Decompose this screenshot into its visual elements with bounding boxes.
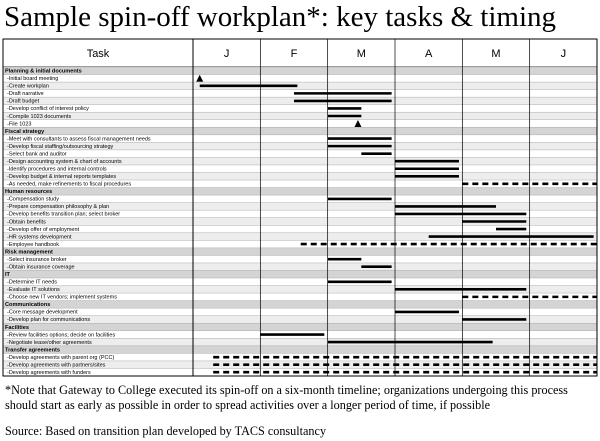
month-header: J bbox=[224, 48, 230, 60]
task-row bbox=[3, 232, 597, 241]
task-label: -Design accounting system & chart of acc… bbox=[7, 159, 122, 165]
month-header: M bbox=[491, 48, 500, 60]
section-label: Planning & initial documents bbox=[5, 69, 82, 75]
task-row bbox=[3, 202, 597, 211]
task-row bbox=[3, 217, 597, 226]
section-label: IT bbox=[5, 272, 11, 278]
task-label: -Compile 1023 documents bbox=[7, 114, 71, 120]
task-row bbox=[3, 172, 597, 181]
task-label: -As needed, make refinements to fiscal p… bbox=[7, 182, 131, 188]
task-label: -Develop offer of employment bbox=[7, 227, 80, 233]
task-label: -Draft narrative bbox=[7, 91, 44, 97]
task-label: -Draft budget bbox=[7, 99, 40, 105]
task-row bbox=[3, 112, 597, 120]
source-note: Source: Based on transition plan develop… bbox=[5, 424, 327, 438]
task-label: -Initial board meeting bbox=[7, 76, 58, 82]
month-header: M bbox=[357, 48, 366, 60]
section-label: Transfer agreements bbox=[5, 347, 60, 353]
task-label: -Negotiate lease/other agreements bbox=[7, 340, 92, 346]
task-label: -Create workplan bbox=[7, 84, 49, 90]
task-row bbox=[3, 308, 597, 316]
task-row bbox=[3, 285, 597, 294]
task-label: -Choose new IT vendors; implement system… bbox=[7, 295, 117, 301]
task-label: -Develop agreements with parent org (PCC… bbox=[7, 355, 114, 361]
task-row bbox=[3, 82, 597, 90]
chart-frame bbox=[2, 38, 598, 377]
task-label: -Core message development bbox=[7, 310, 78, 316]
task-row bbox=[3, 360, 597, 369]
task-row bbox=[3, 368, 597, 376]
task-label: -Develop fiscal staffing/outsourcing str… bbox=[7, 144, 114, 150]
task-row bbox=[3, 119, 597, 128]
task-label: -Develop benefits transition plan; selec… bbox=[7, 212, 120, 218]
task-label: -Develop agreements with partners/sites bbox=[7, 362, 106, 368]
task-row bbox=[3, 180, 597, 188]
task-row bbox=[3, 262, 597, 271]
task-label: -Review facilities options; decide on fa… bbox=[7, 332, 115, 338]
month-header: A bbox=[425, 48, 433, 60]
task-row bbox=[3, 293, 597, 301]
milestone-marker bbox=[196, 74, 204, 82]
task-label: -Select insurance broker bbox=[7, 257, 67, 263]
task-label: -Identify procedures and internal contro… bbox=[7, 167, 107, 173]
task-row bbox=[3, 255, 597, 263]
task-label: -Employee handbook bbox=[7, 242, 59, 248]
task-label: -Develop budget & internal reports templ… bbox=[7, 174, 116, 180]
task-row bbox=[3, 134, 597, 143]
task-label: -Meet with consultants to assess fiscal … bbox=[7, 136, 151, 142]
section-row bbox=[3, 270, 597, 279]
task-label: -Develop plan for communications bbox=[7, 317, 90, 323]
header-row bbox=[2, 38, 598, 68]
task-row bbox=[3, 210, 597, 218]
task-row bbox=[3, 157, 597, 165]
page-title: Sample spin-off workplan*: key tasks & t… bbox=[4, 1, 557, 33]
section-row bbox=[3, 187, 597, 196]
task-row bbox=[3, 104, 597, 113]
task-label: -HR systems development bbox=[7, 234, 72, 240]
task-column-header: Task bbox=[87, 48, 110, 60]
task-row bbox=[3, 225, 597, 233]
task-label: -Compensation study bbox=[7, 197, 59, 203]
task-row bbox=[3, 149, 597, 158]
task-row bbox=[3, 195, 597, 203]
month-header: J bbox=[561, 48, 567, 60]
task-label: -Evaluate IT solutions bbox=[7, 287, 60, 293]
task-label: -Develop agreements with funders bbox=[7, 370, 91, 376]
section-row bbox=[3, 127, 597, 135]
task-label: -Develop conflict of interest policy bbox=[7, 106, 89, 112]
section-row bbox=[3, 247, 597, 256]
milestone-marker bbox=[354, 120, 362, 128]
section-label: Facilities bbox=[5, 325, 29, 331]
task-row bbox=[3, 278, 597, 286]
section-row bbox=[3, 323, 597, 331]
task-row bbox=[3, 353, 597, 361]
task-label: -Select bank and auditor bbox=[7, 151, 67, 157]
month-header: F bbox=[291, 48, 298, 60]
task-row bbox=[3, 142, 597, 150]
footnote: *Note that Gateway to College executed i… bbox=[5, 383, 568, 412]
section-row bbox=[3, 300, 597, 309]
task-row bbox=[3, 315, 597, 324]
section-label: Fiscal strategy bbox=[5, 129, 45, 135]
task-row bbox=[3, 74, 597, 83]
task-row bbox=[3, 338, 597, 346]
task-label: -Obtain benefits bbox=[7, 219, 46, 225]
section-label: Risk management bbox=[5, 249, 53, 255]
task-label: -File 1023 bbox=[7, 121, 31, 127]
task-label: -Determine IT needs bbox=[7, 280, 57, 286]
section-row bbox=[3, 67, 597, 75]
task-label: -Obtain insurance coverage bbox=[7, 264, 75, 270]
section-label: Communications bbox=[5, 302, 50, 308]
task-row bbox=[3, 164, 597, 173]
section-row bbox=[3, 345, 597, 354]
section-label: Human resources bbox=[5, 189, 52, 195]
task-label: -Prepare compensation philosophy & plan bbox=[7, 204, 109, 210]
task-row bbox=[3, 240, 597, 248]
